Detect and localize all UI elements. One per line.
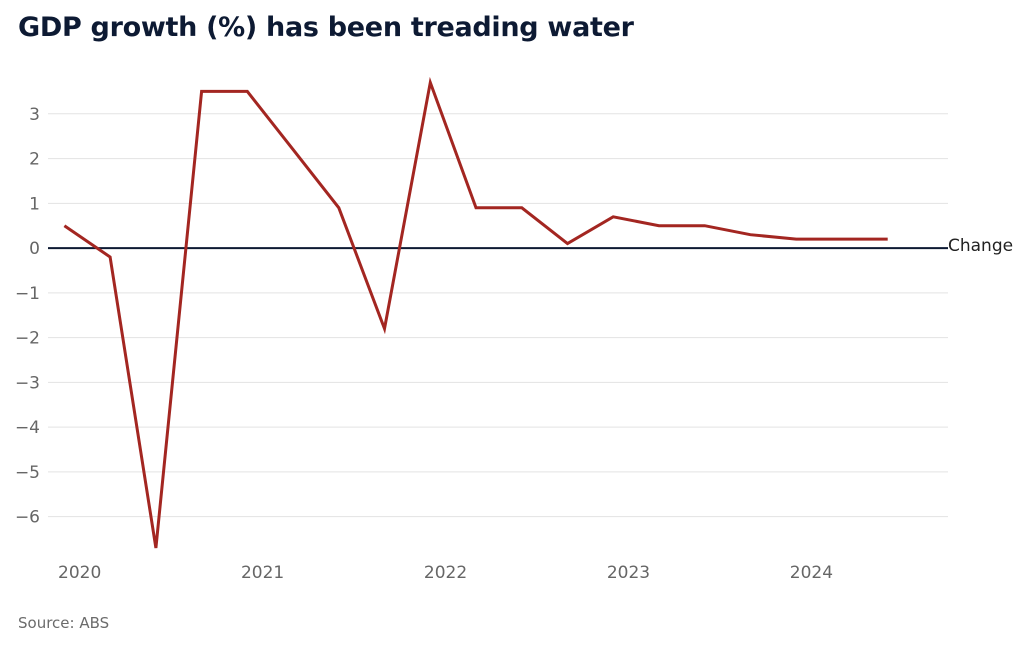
x-tick-label: 2022 [424,563,467,583]
x-tick-label: 2023 [607,563,650,583]
y-tick-label: 3 [29,105,40,125]
x-tick-label: 2024 [790,563,833,583]
x-tick-label: 2020 [58,563,101,583]
source-note: Source: ABS [18,614,110,632]
y-tick-label: −1 [15,284,40,304]
y-tick-label: 0 [29,239,40,259]
series-lines [63,76,888,549]
y-tick-label: −6 [15,508,40,528]
series-line [63,76,888,549]
y-tick-label: 2 [29,150,40,170]
series-label: Change [948,236,1013,256]
x-tick-label: 2021 [241,563,284,583]
y-tick-label: −3 [15,373,40,393]
y-tick-label: −2 [15,329,40,349]
chart-title: GDP growth (%) has been treading water [18,12,634,43]
y-tick-label: −4 [15,418,40,438]
x-axis-ticks: 2020 2021 2022 2023 2024 [58,563,833,583]
grid-lines [48,113,948,518]
series-labels: Change [948,236,1013,256]
y-axis-ticks: −6 −5 −4 −3 −2 −1 0 1 2 3 [15,105,40,528]
y-tick-label: −5 [15,463,40,483]
y-tick-label: 1 [29,194,40,214]
